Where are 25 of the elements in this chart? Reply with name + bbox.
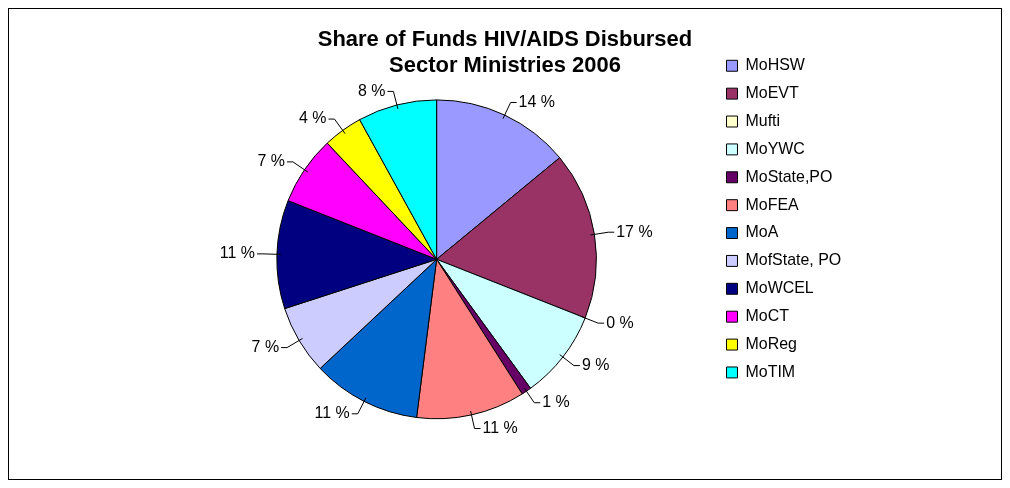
- data-label: 4 %: [299, 109, 327, 127]
- data-label: 7 %: [251, 337, 280, 355]
- chart-title: Share of Funds HIV/AIDS Disbursed Sector Ministries 2006: [317, 26, 693, 78]
- data-label: 1 %: [542, 393, 570, 411]
- legend-label: MoReg: [745, 334, 797, 352]
- legend-label: MoA: [745, 223, 779, 241]
- data-label: 11 %: [314, 404, 350, 422]
- data-label: 7 %: [257, 152, 285, 170]
- legend-label: MoYWC: [745, 139, 805, 157]
- data-label: 8 %: [357, 81, 386, 99]
- legend-label: MoTIM: [745, 362, 796, 380]
- legend-label: MoEVT: [745, 84, 799, 102]
- legend-label: MoHSW: [745, 56, 805, 74]
- legend-label: MofState, PO: [745, 251, 842, 269]
- data-label: 9 %: [581, 355, 610, 373]
- legend-label: MoFEA: [745, 195, 800, 213]
- legend-label: MoCT: [745, 307, 790, 325]
- legend-label: Mufti: [745, 111, 781, 129]
- data-label: 17 %: [616, 222, 653, 240]
- data-label: 11 %: [219, 244, 255, 262]
- legend-label: MoWCEL: [745, 279, 814, 297]
- text: 0 %: [606, 313, 634, 331]
- legend-label: MoState,PO: [745, 167, 833, 185]
- data-label: 14 %: [518, 92, 555, 110]
- data-label: 11 %: [482, 418, 518, 436]
